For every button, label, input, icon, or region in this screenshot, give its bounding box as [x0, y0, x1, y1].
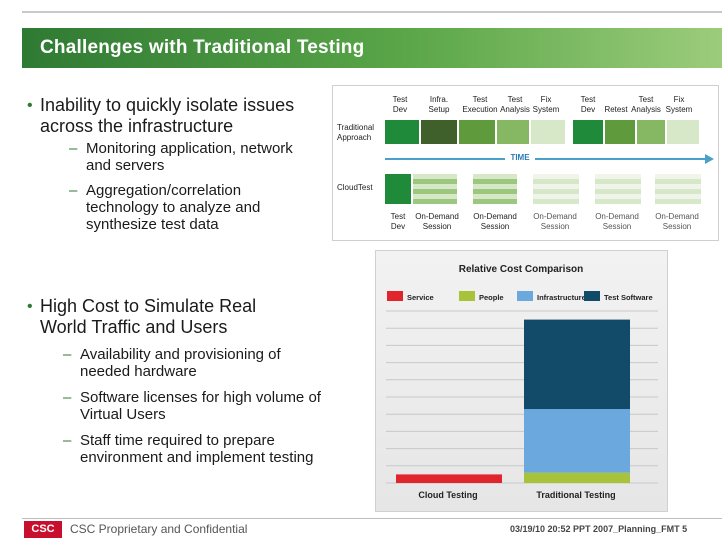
csc-logo: CSC: [24, 521, 62, 538]
top-label: Fix System: [532, 95, 560, 114]
sub-bullet: – Software licenses for high volume of V…: [63, 389, 330, 423]
sub-bullet-text: Availability and provisioning of needed …: [80, 346, 281, 380]
session-block: [413, 174, 457, 204]
phase-block: [531, 120, 565, 144]
bullet-2-text: High Cost to Simulate Real World Traffic…: [40, 296, 257, 337]
legend-label: People: [479, 293, 504, 302]
bottom-label: On-Demand Session: [473, 212, 517, 231]
sub-bullet-text: Aggregation/correlation technology to an…: [86, 182, 261, 233]
bullet-1-text: Inability to quickly isolate issues acro…: [40, 95, 295, 136]
bottom-label: On-Demand Session: [655, 212, 699, 231]
footer-meta: 03/19/10 20:52 PPT 2007_Planning_FMT 5: [510, 524, 688, 534]
top-label: Infra. Setup: [428, 95, 450, 114]
legend-label: Infrastructure: [537, 293, 586, 302]
phase-block: [637, 120, 665, 144]
top-label: Test Analysis: [631, 95, 661, 114]
session-block: [655, 174, 701, 204]
bottom-label: On-Demand Session: [415, 212, 459, 231]
timeline-diagram: Test Dev Infra. Setup Test Execution Tes…: [332, 85, 719, 241]
legend-swatch: [517, 291, 533, 301]
dash-icon: –: [63, 346, 72, 363]
bottom-label: On-Demand Session: [595, 212, 639, 231]
cost-chart: Service People Infrastructure Test Software…: [375, 250, 668, 512]
top-label: Test Execution: [462, 95, 498, 114]
phase-block: [385, 120, 419, 144]
phase-block: [573, 120, 603, 144]
legend-swatch: [387, 291, 403, 301]
phase-block: [497, 120, 529, 144]
phase-block: [667, 120, 699, 144]
bar-segment: [396, 474, 502, 483]
dash-icon: –: [63, 389, 72, 406]
footer-confidential: CSC Proprietary and Confidential: [70, 522, 248, 536]
bottom-label: On-Demand Session: [533, 212, 577, 231]
phase-block: [421, 120, 457, 144]
row-label-cloudtest: CloudTest: [337, 183, 373, 192]
footer: [22, 518, 722, 541]
phase-block: [459, 120, 495, 144]
chart-title: Relative Cost Comparison: [459, 264, 583, 275]
dash-icon: –: [69, 140, 78, 157]
session-block: [473, 174, 517, 204]
top-label: Test Analysis: [500, 95, 530, 114]
sub-bullet: – Availability and provisioning of neede…: [63, 346, 330, 380]
phase-block: [605, 120, 635, 144]
bar-segment: [524, 319, 630, 410]
bottom-label: Test Dev: [390, 212, 406, 231]
top-label: Test Dev: [580, 95, 596, 114]
top-label: Fix System: [665, 95, 693, 114]
bullet-dot-icon: •: [27, 97, 33, 114]
bullet-1: • Inability to quickly isolate issues ac…: [27, 95, 340, 137]
slide-title: Challenges with Traditional Testing: [40, 37, 365, 58]
title-banner: [22, 28, 722, 68]
session-block: [595, 174, 641, 204]
sub-bullet: – Staff time required to prepare environ…: [63, 432, 340, 466]
top-divider: [22, 11, 722, 13]
time-arrow: [385, 158, 707, 160]
dash-icon: –: [69, 182, 78, 199]
sub-bullet-text: Software licenses for high volume of Vir…: [80, 389, 321, 423]
chart-bars: [396, 319, 630, 483]
bullet-2: • High Cost to Simulate Real World Traff…: [27, 296, 305, 338]
chart-legend: Service People Infrastructure Test Software: [387, 291, 653, 302]
row-label-traditional: Traditional Approach: [337, 123, 375, 142]
legend-swatch: [584, 291, 600, 301]
top-label: Retest: [604, 105, 628, 114]
dash-icon: –: [63, 432, 72, 449]
bar-segment: [524, 472, 630, 483]
phase-block: [385, 174, 411, 204]
bar-segment: [524, 409, 630, 473]
sub-bullet: – Aggregation/correlation technology to …: [69, 182, 296, 233]
legend-label: Service: [407, 293, 434, 302]
x-tick-label: Traditional Testing: [536, 490, 615, 500]
chart-svg: Service People Infrastructure Test Software…: [386, 264, 658, 500]
time-label: TIME: [505, 153, 535, 163]
bullet-dot-icon: •: [27, 298, 33, 315]
sub-bullet-text: Monitoring application, network and serv…: [86, 140, 293, 174]
legend-label: Test Software: [604, 293, 653, 302]
arrowhead-icon: [705, 154, 714, 164]
session-block: [533, 174, 579, 204]
top-label: Test Dev: [392, 95, 408, 114]
legend-swatch: [459, 291, 475, 301]
sub-bullet-text: Staff time required to prepare environme…: [80, 432, 314, 466]
x-tick-label: Cloud Testing: [418, 490, 477, 500]
sub-bullet: – Monitoring application, network and se…: [69, 140, 316, 174]
